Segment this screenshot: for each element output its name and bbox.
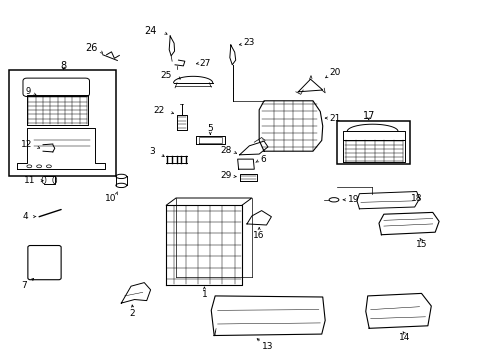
Text: 7: 7 [21,281,27,289]
Text: 13: 13 [262,342,273,351]
Bar [9,70,116,176]
Bar [337,121,409,164]
Text: 27: 27 [199,59,211,68]
Text: 24: 24 [144,26,157,36]
Text: 20: 20 [328,68,340,77]
Text: 2: 2 [129,310,135,319]
Text: 1: 1 [201,290,207,299]
Text: 19: 19 [347,195,359,204]
Text: 23: 23 [243,38,255,47]
Text: 8: 8 [61,60,66,71]
Text: 14: 14 [398,333,410,342]
Text: 29: 29 [220,171,231,180]
Text: 18: 18 [410,194,422,203]
Text: 6: 6 [260,155,265,163]
Text: 4: 4 [22,212,28,221]
Text: 28: 28 [220,146,231,155]
Text: 9: 9 [26,87,31,96]
Text: 16: 16 [253,231,264,240]
Text: 26: 26 [85,42,98,53]
Text: 5: 5 [207,125,213,134]
Text: 17: 17 [362,111,374,121]
Text: 15: 15 [415,240,427,249]
Text: 10: 10 [104,194,116,203]
Text: 12: 12 [21,140,33,149]
Text: 25: 25 [160,71,172,80]
Text: 3: 3 [149,148,155,157]
Text: 11: 11 [23,176,35,185]
Text: 21: 21 [328,114,340,122]
Text: 22: 22 [153,107,164,116]
